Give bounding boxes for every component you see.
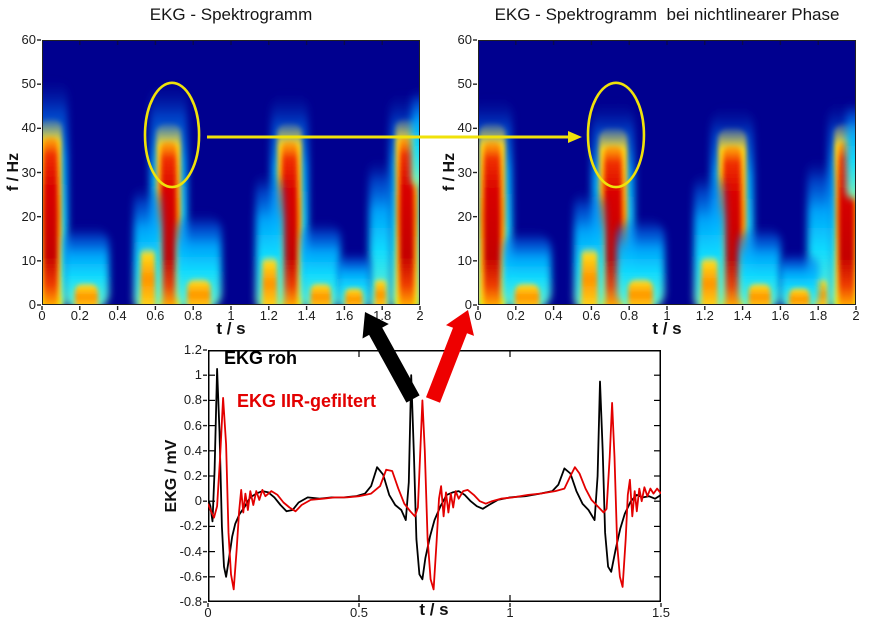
tick-label: -0.6 — [179, 568, 202, 584]
ekg-plot — [208, 350, 661, 602]
highlight-ellipse — [586, 81, 646, 189]
left-spectrogram-plot — [42, 40, 420, 305]
tick-label: 1.2 — [259, 308, 278, 323]
tick-label: 1.8 — [809, 308, 828, 323]
right-spectrogram-title: EKG - Spektrogramm bei nichtlinearer Pha… — [494, 5, 840, 24]
tick-label: 0 — [474, 308, 482, 323]
tick-label: 0.8 — [184, 308, 203, 323]
tick-label: 1 — [227, 308, 235, 323]
right-x-axis-label: t / s — [652, 319, 682, 338]
tick-label: 1.4 — [733, 308, 752, 323]
tick-label: -0.8 — [179, 594, 202, 609]
tick-label: -0.4 — [179, 543, 202, 559]
left-spectrogram-title: EKG - Spektrogramm — [149, 5, 313, 24]
ekg-trace-iir-gefiltert — [208, 397, 661, 591]
tick-label: 1.4 — [297, 308, 316, 323]
tick-label: 0 — [194, 493, 202, 509]
tick-label: 40 — [457, 120, 472, 136]
tick-label: 0.6 — [582, 308, 601, 323]
tick-label: 1.6 — [771, 308, 790, 323]
tick-label: 20 — [21, 208, 36, 224]
tick-label: -0.2 — [179, 518, 202, 534]
energy-bursts — [478, 97, 856, 305]
tick-label: 1.6 — [335, 308, 354, 323]
energy-bursts — [42, 79, 420, 305]
tick-label: 0.6 — [183, 417, 202, 433]
tick-label: 1.8 — [373, 308, 392, 323]
tick-label: 0.2 — [183, 468, 202, 483]
tick-label: 50 — [457, 76, 472, 92]
right-spectrogram-plot — [478, 40, 856, 305]
tick-label: 10 — [457, 252, 472, 268]
tick-label: 0 — [464, 297, 472, 312]
tick-label: 10 — [21, 252, 36, 268]
tick-label: 0.6 — [146, 308, 165, 323]
tick-label: 0.4 — [183, 442, 202, 458]
tick-label: 40 — [21, 120, 36, 136]
ekg-x-axis-label: t / s — [419, 600, 449, 619]
tick-label: 0.4 — [108, 308, 127, 323]
tick-label: 0.2 — [506, 308, 525, 323]
tick-label: 1 — [194, 367, 202, 383]
tick-label: 30 — [21, 164, 36, 180]
tick-label: 0 — [204, 605, 212, 620]
tick-label: 20 — [457, 208, 472, 224]
tick-label: 30 — [457, 164, 472, 180]
tick-label: 0.2 — [70, 308, 89, 323]
tick-label: 1.5 — [651, 605, 671, 620]
highlight-ellipse — [143, 81, 201, 189]
legend-ekg-roh: EKG roh — [224, 348, 298, 368]
tick-label: 1.2 — [183, 342, 202, 357]
tick-label: 0.5 — [349, 605, 369, 620]
tick-label: 50 — [21, 76, 36, 92]
tick-label: 0 — [38, 308, 46, 323]
tick-label: 0.8 — [620, 308, 639, 323]
tick-label: 2 — [852, 308, 860, 323]
tick-label: 1 — [663, 308, 671, 323]
tick-label: 2 — [416, 308, 424, 323]
tick-label: 0 — [28, 297, 36, 312]
tick-label: 0.8 — [183, 392, 202, 408]
left-x-axis-label: t / s — [216, 319, 246, 338]
tick-label: 1 — [506, 605, 514, 620]
tick-label: 0.4 — [544, 308, 563, 323]
tick-label: 1.2 — [695, 308, 714, 323]
tick-label: 60 — [21, 32, 36, 47]
legend-ekg-iir-gefiltert: EKG IIR-gefiltert — [237, 391, 377, 411]
tick-label: 60 — [457, 32, 472, 47]
